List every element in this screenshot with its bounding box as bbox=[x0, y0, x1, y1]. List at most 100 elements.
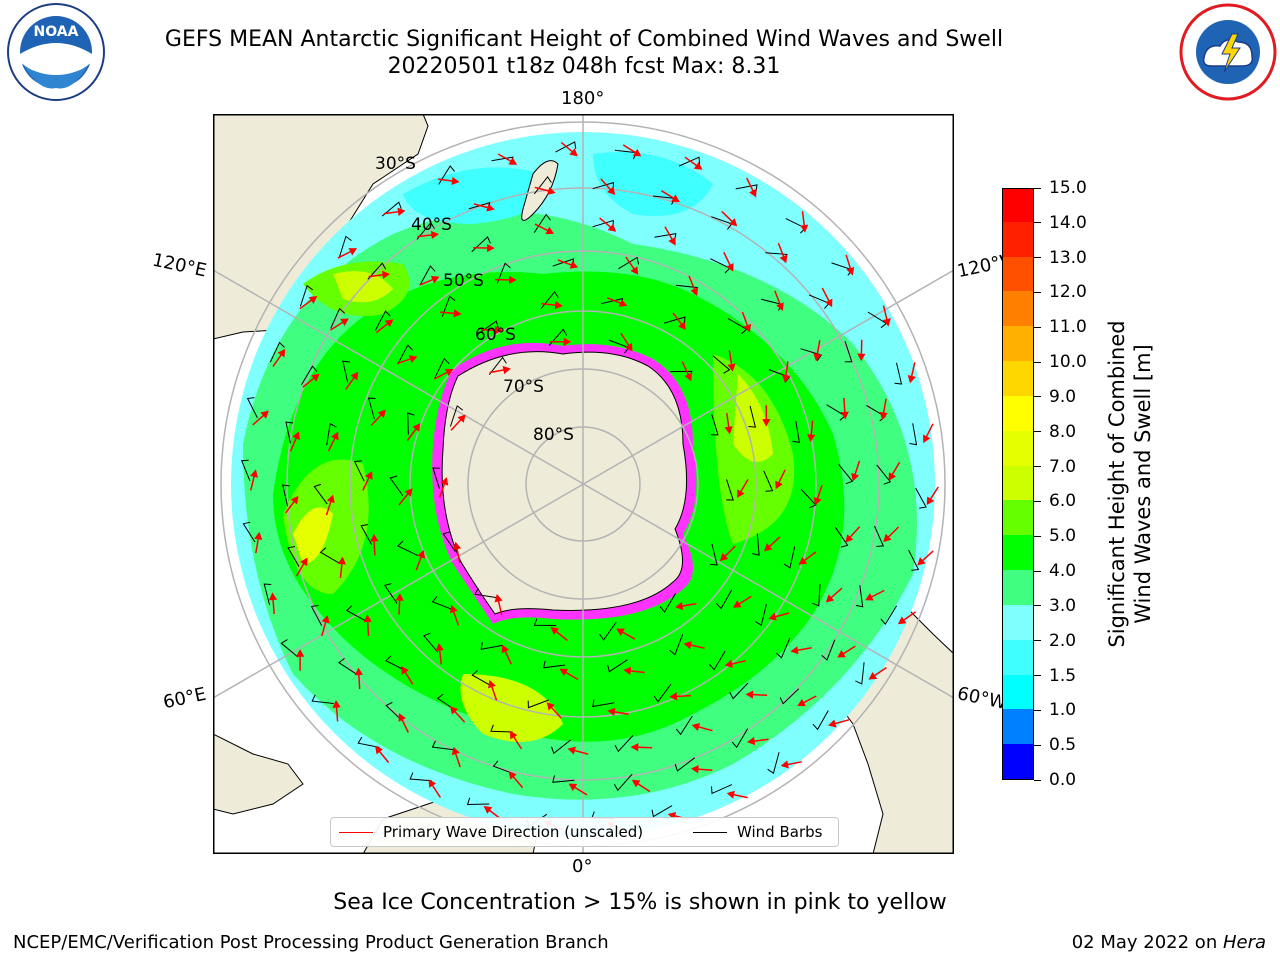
wave-arrow-head bbox=[846, 267, 855, 276]
wave-arrow-head bbox=[690, 287, 699, 296]
wind-barb bbox=[480, 642, 503, 650]
colorbar-segment bbox=[1003, 221, 1033, 257]
wave-arrow-head bbox=[268, 592, 278, 601]
wave-arrow-head bbox=[897, 616, 907, 625]
wind-barb bbox=[471, 670, 492, 687]
colorbar-tick-label: 7.0 bbox=[1034, 457, 1076, 477]
wave-arrow-head bbox=[483, 805, 493, 814]
wave-arrow-head bbox=[888, 472, 897, 481]
wave-arrow-head bbox=[398, 713, 406, 722]
wind-barb bbox=[310, 604, 323, 626]
footer-date: 02 May 2022 on Hera bbox=[1072, 932, 1266, 953]
map-frame bbox=[213, 114, 954, 854]
wind-barb bbox=[651, 805, 673, 818]
wind-barb bbox=[551, 739, 572, 755]
wind-barb bbox=[338, 235, 352, 258]
legend-wind-swatch bbox=[693, 832, 727, 833]
footer-date-text: 02 May 2022 on bbox=[1071, 932, 1223, 953]
wind-barb bbox=[397, 344, 413, 365]
wave-arrow-head bbox=[683, 641, 692, 650]
wind-barb bbox=[748, 405, 757, 428]
wave-arrow-head bbox=[630, 266, 639, 275]
wind-barb bbox=[755, 604, 767, 627]
wave-arrow-head bbox=[449, 706, 459, 715]
wind-barb bbox=[709, 650, 726, 671]
wind-barb bbox=[834, 527, 849, 548]
wind-barb bbox=[466, 797, 490, 806]
lat-label-80s: 80°S bbox=[533, 425, 574, 445]
wind-barb bbox=[438, 165, 455, 185]
wind-barb bbox=[488, 356, 507, 376]
wave-arrow-head bbox=[567, 746, 576, 755]
wave-band-7-8m bbox=[293, 507, 333, 564]
legend-wave-swatch bbox=[339, 832, 373, 833]
land-antarctica bbox=[441, 351, 688, 615]
wind-barb bbox=[894, 362, 903, 385]
wave-arrow-head bbox=[569, 148, 578, 157]
wind-barb bbox=[812, 710, 829, 731]
wind-barb bbox=[367, 397, 376, 420]
wind-barb bbox=[338, 658, 358, 676]
wind-barb bbox=[812, 584, 821, 607]
colorbar-segment bbox=[1003, 360, 1033, 396]
wave-arrow-head bbox=[260, 410, 269, 419]
wave-arrow-head bbox=[494, 593, 503, 603]
wind-barbs bbox=[240, 141, 927, 828]
wave-arrow-head bbox=[457, 414, 466, 423]
wave-arrow-head bbox=[545, 226, 555, 235]
wave-arrow-head bbox=[879, 411, 888, 421]
lat-label-70s: 70°S bbox=[503, 377, 544, 397]
wind-barb bbox=[599, 621, 617, 641]
wave-arrow-head bbox=[365, 471, 373, 480]
wind-barb bbox=[285, 421, 294, 444]
wave-arrow-head bbox=[563, 337, 572, 346]
wave-arrow-head bbox=[764, 543, 773, 552]
wave-arrow-head bbox=[618, 299, 628, 307]
wave-arrow-head bbox=[762, 419, 771, 427]
wave-arrow-head bbox=[311, 373, 320, 382]
wave-arrow-head bbox=[254, 531, 263, 541]
wind-barb bbox=[449, 405, 464, 427]
wind-barb bbox=[607, 659, 628, 673]
wave-arrow-head bbox=[509, 275, 517, 285]
wave-arrow-head bbox=[868, 672, 878, 680]
wave-arrow-head bbox=[825, 298, 833, 308]
noaa-logo-text: NOAA bbox=[34, 24, 79, 40]
colorbar-segment bbox=[1003, 604, 1033, 640]
wave-arrow-head bbox=[749, 188, 757, 198]
wave-arrow-head bbox=[397, 207, 406, 216]
wave-arrow-head bbox=[370, 533, 379, 542]
wind-barb bbox=[783, 546, 796, 569]
colorbar-tick-label: 8.0 bbox=[1034, 422, 1076, 442]
wave-arrow-head bbox=[568, 783, 578, 792]
wind-barb bbox=[490, 724, 513, 733]
wave-arrow-head bbox=[384, 319, 394, 328]
wave-direction-arrows bbox=[249, 141, 939, 833]
wave-arrow-head bbox=[331, 431, 339, 441]
wind-barb bbox=[441, 295, 456, 317]
colorbar-tick-label: 10.0 bbox=[1034, 352, 1087, 372]
wind-barb bbox=[496, 262, 511, 284]
wind-barb bbox=[716, 589, 733, 610]
wave-arrow-head bbox=[747, 736, 756, 746]
wave-arrow-head bbox=[607, 707, 616, 716]
wave-arrow-head bbox=[486, 203, 495, 212]
wind-barb bbox=[423, 632, 439, 653]
wind-barb bbox=[669, 634, 684, 656]
wave-arrow-head bbox=[509, 730, 518, 740]
wind-barb bbox=[908, 549, 920, 571]
wave-band-1.5-2m-n bbox=[593, 152, 713, 216]
wave-arrow-head bbox=[292, 431, 300, 440]
chart-title: GEFS MEAN Antarctic Significant Height o… bbox=[164, 27, 1004, 52]
wave-arrow-head bbox=[837, 650, 846, 658]
wave-band-1.5-2m bbox=[403, 167, 547, 224]
wave-arrow-head bbox=[453, 541, 462, 550]
wind-barb bbox=[527, 699, 549, 709]
wave-arrow-head bbox=[616, 628, 625, 636]
wind-barb bbox=[416, 221, 435, 240]
wave-arrow-head bbox=[779, 254, 788, 264]
wind-barb bbox=[876, 464, 892, 485]
wave-arrow-head bbox=[401, 666, 409, 675]
land-africa bbox=[213, 733, 304, 815]
wave-arrow-head bbox=[308, 295, 318, 304]
